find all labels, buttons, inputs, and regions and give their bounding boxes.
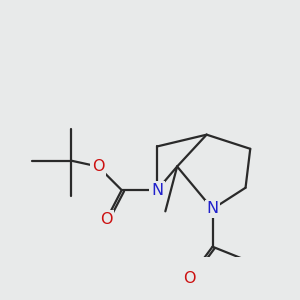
Text: N: N [151, 183, 163, 198]
Text: O: O [183, 271, 195, 286]
Text: N: N [206, 202, 219, 217]
Text: O: O [100, 212, 112, 227]
Text: O: O [92, 159, 104, 174]
